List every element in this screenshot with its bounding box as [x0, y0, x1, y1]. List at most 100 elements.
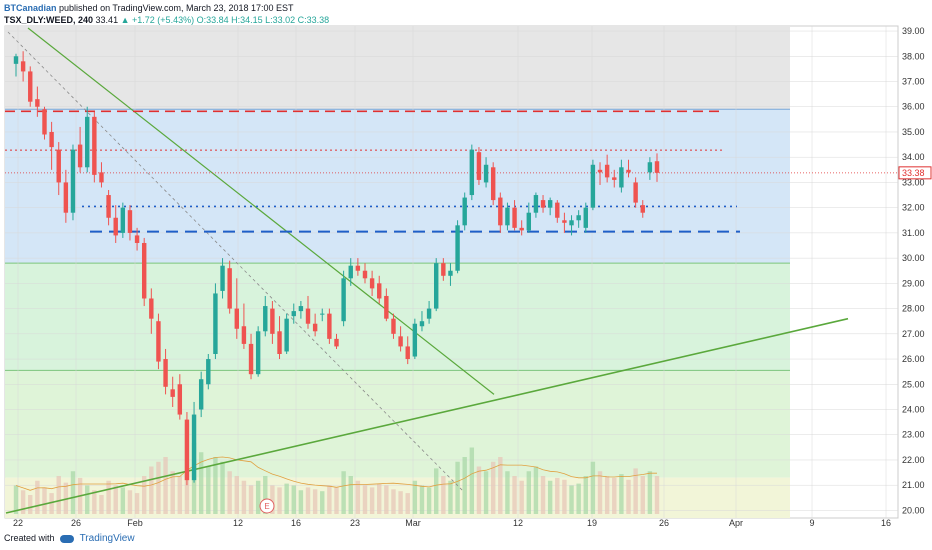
- candle[interactable]: [533, 195, 539, 213]
- candle[interactable]: [241, 326, 247, 344]
- candle[interactable]: [334, 338, 339, 347]
- candle[interactable]: [312, 323, 318, 332]
- candle[interactable]: [490, 167, 496, 201]
- candle[interactable]: [149, 298, 154, 319]
- candle[interactable]: [170, 389, 175, 397]
- earnings-marker[interactable]: [259, 498, 275, 514]
- candle[interactable]: [576, 215, 581, 221]
- candle[interactable]: [640, 205, 645, 213]
- candle[interactable]: [220, 265, 225, 291]
- candle[interactable]: [284, 318, 289, 352]
- candle[interactable]: [469, 149, 475, 196]
- candle[interactable]: [184, 419, 190, 481]
- candle[interactable]: [562, 220, 567, 223]
- candle[interactable]: [505, 207, 510, 226]
- candle[interactable]: [405, 346, 410, 360]
- candle[interactable]: [590, 164, 596, 208]
- candle[interactable]: [547, 200, 553, 208]
- tradingview-brand[interactable]: TradingView: [79, 533, 135, 544]
- candle[interactable]: [647, 162, 653, 173]
- candle[interactable]: [305, 308, 311, 324]
- candle[interactable]: [569, 220, 574, 226]
- candle[interactable]: [398, 336, 403, 347]
- y-tick-label: 24.00: [902, 405, 925, 415]
- candle[interactable]: [498, 197, 503, 226]
- candle[interactable]: [206, 359, 211, 385]
- candle[interactable]: [13, 56, 19, 64]
- candle[interactable]: [434, 263, 439, 309]
- candle[interactable]: [298, 306, 304, 312]
- candle[interactable]: [234, 308, 239, 329]
- candle[interactable]: [462, 197, 467, 226]
- candle[interactable]: [227, 268, 232, 309]
- candle[interactable]: [369, 278, 375, 289]
- candle[interactable]: [198, 379, 204, 410]
- candle[interactable]: [455, 225, 460, 271]
- candle[interactable]: [20, 61, 26, 72]
- candle[interactable]: [156, 321, 161, 362]
- candle[interactable]: [320, 313, 325, 315]
- candle[interactable]: [92, 116, 97, 175]
- candle[interactable]: [426, 308, 432, 319]
- candle[interactable]: [604, 164, 610, 178]
- candle[interactable]: [362, 270, 368, 279]
- candle[interactable]: [526, 212, 532, 231]
- candle[interactable]: [619, 167, 624, 188]
- candle[interactable]: [483, 164, 489, 183]
- candle[interactable]: [141, 242, 147, 299]
- candle[interactable]: [377, 283, 382, 299]
- candle[interactable]: [519, 227, 524, 231]
- candle[interactable]: [327, 313, 332, 339]
- candle[interactable]: [654, 161, 660, 173]
- candle[interactable]: [348, 265, 353, 279]
- candle[interactable]: [163, 359, 168, 387]
- candle[interactable]: [633, 182, 638, 203]
- candle[interactable]: [441, 263, 446, 276]
- candle[interactable]: [355, 265, 361, 271]
- candle[interactable]: [42, 109, 47, 135]
- candle[interactable]: [106, 195, 111, 218]
- candle[interactable]: [255, 331, 261, 375]
- candle[interactable]: [555, 202, 560, 218]
- candle[interactable]: [263, 306, 268, 332]
- candle[interactable]: [85, 116, 90, 168]
- candle[interactable]: [77, 144, 83, 168]
- candle[interactable]: [177, 384, 183, 415]
- candle[interactable]: [419, 321, 425, 327]
- candle[interactable]: [191, 414, 197, 481]
- candle[interactable]: [341, 278, 346, 322]
- candle[interactable]: [99, 172, 104, 183]
- candle[interactable]: [626, 169, 631, 173]
- candle[interactable]: [113, 217, 118, 236]
- candle[interactable]: [597, 169, 603, 173]
- candle[interactable]: [248, 343, 254, 375]
- candle[interactable]: [291, 311, 296, 317]
- candle[interactable]: [28, 71, 33, 102]
- volume-bar: [177, 476, 183, 514]
- candle[interactable]: [49, 131, 54, 148]
- candle[interactable]: [391, 318, 396, 334]
- candle[interactable]: [70, 149, 76, 213]
- candle[interactable]: [127, 210, 133, 233]
- candle[interactable]: [540, 200, 546, 208]
- candle[interactable]: [512, 207, 517, 228]
- candle[interactable]: [448, 270, 453, 276]
- candle[interactable]: [213, 293, 218, 354]
- candle[interactable]: [120, 207, 126, 233]
- candle[interactable]: [612, 177, 617, 180]
- candle[interactable]: [134, 235, 140, 243]
- candle[interactable]: [476, 152, 482, 180]
- candle[interactable]: [583, 207, 588, 228]
- candle[interactable]: [35, 99, 40, 107]
- candle[interactable]: [412, 323, 418, 357]
- candle[interactable]: [270, 308, 275, 334]
- candle[interactable]: [63, 182, 69, 213]
- candle[interactable]: [277, 331, 282, 354]
- symbol-label[interactable]: TSX_DLY:WEED, 240: [4, 15, 94, 25]
- ascending-trendline[interactable]: [5, 317, 849, 514]
- volume-bar: [547, 480, 553, 514]
- candle[interactable]: [384, 295, 389, 319]
- candle[interactable]: [56, 149, 61, 183]
- author-link[interactable]: BTCanadian: [4, 3, 57, 13]
